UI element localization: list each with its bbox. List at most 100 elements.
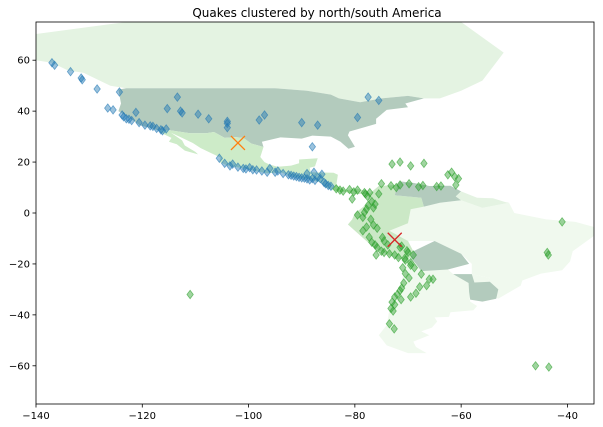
y-tick-label: 0 [24,209,30,220]
quake-point-south [404,247,412,258]
quake-point-south [371,199,379,209]
quake-point-south [451,171,459,182]
map-regions [36,22,594,354]
quake-point-north [115,87,124,97]
quake-point-south [406,257,415,268]
quake-point-north [162,124,170,134]
quake-point-south [396,157,404,167]
x-tick-label: −120 [129,411,156,422]
quake-point-south [372,250,380,260]
cluster-centers [230,135,403,248]
region-usa [118,88,424,149]
quake-point-north [163,103,171,114]
y-tick-label: 40 [17,107,30,118]
quake-point-north [149,121,157,132]
quake-point-south [531,360,540,371]
quake-point-north [266,163,274,174]
quake-point-south [360,187,369,198]
quake-point-south [353,185,362,195]
quake-point-north [205,113,213,124]
x-tick-label: −140 [22,411,49,422]
region-colombia_ven [394,181,462,207]
quake-point-south [410,262,419,273]
quake-point-south [412,288,420,299]
quake-point-north [252,165,261,175]
quake-point-south [390,324,398,334]
quake-point-south [415,281,424,292]
quake-point-north [298,117,306,128]
quake-point-north [93,84,101,94]
quake-point-south [429,274,437,285]
quake-point-south [396,242,404,253]
quake-point-south [394,252,403,263]
chart-title: Quakes clustered by north/south America [192,6,441,20]
quake-point-north [364,92,372,102]
quake-point-south [544,250,553,260]
x-tick-label: −40 [557,411,578,422]
region-bolivia [410,241,470,272]
quake-point-north [263,167,271,178]
quake-point-south [388,159,396,169]
quake-point-south [420,158,428,169]
quake-point-south [401,253,409,264]
quake-point-south [366,187,374,198]
quake-point-south [373,223,381,234]
x-tick-label: −60 [451,411,472,422]
region-brazil [389,200,594,299]
y-axis: −60 −40 −20 0 20 40 60 [9,56,36,372]
quake-point-north [226,161,234,171]
quake-point-south [545,362,553,372]
quake-point-south [359,212,367,223]
quake-point-south [350,187,358,197]
y-tick-label: −20 [9,259,30,270]
quake-point-north [258,166,266,176]
y-tick-label: −40 [9,310,30,321]
quake-point-south [378,232,387,243]
quake-point-south [359,225,367,236]
quake-point-south [364,200,372,211]
region-chile_arg [378,257,490,354]
quake-point-north [375,95,383,106]
quake-point-south [437,181,445,191]
x-axis: −140 −120 −100 −80 −60 −40 [22,404,578,422]
center-marker-north_center [230,135,246,151]
quake-point-north [215,153,224,164]
quake-point-south [186,289,194,300]
quake-point-north [313,120,322,131]
region-canada [36,22,504,103]
quake-point-north [135,117,143,128]
y-tick-label: −60 [9,361,30,372]
quake-point-north [104,103,112,113]
quake-point-south [360,207,369,218]
quake-point-south [368,237,376,248]
quake-point-north [274,166,282,176]
region-mexico [158,130,318,177]
quake-point-south [406,292,415,302]
quake-point-south [348,194,356,204]
quake-point-south [385,248,394,259]
quake-point-south [397,294,405,305]
quake-point-south [405,178,413,189]
quake-point-north [310,167,318,178]
quake-point-north [228,159,237,169]
quake-point-south [425,274,433,285]
quake-point-north [220,158,229,169]
quake-point-south [409,250,418,260]
quake-point-south [401,268,410,279]
quake-point-south [422,280,431,291]
quake-point-north [127,115,136,126]
quake-point-south [406,260,415,271]
quake-point-north [66,66,75,77]
quake-point-north [223,116,232,127]
y-tick-label: 20 [17,158,30,169]
y-tick-label: 60 [17,56,30,67]
quake-point-north [303,168,311,179]
quake-point-south [389,306,397,316]
quake-point-north [318,169,326,180]
quake-point-south [392,182,401,193]
quake-point-south [377,178,386,189]
quake-point-south [396,180,404,190]
quake-points [48,57,566,372]
quake-point-south [417,269,425,279]
